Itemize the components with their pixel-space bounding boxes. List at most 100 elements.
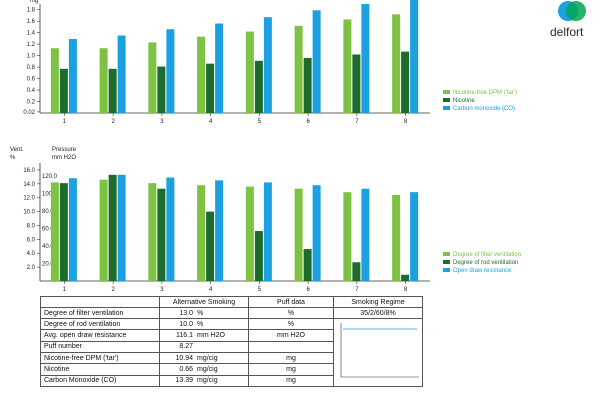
x-tick-label: 4	[209, 119, 213, 125]
y-tick-label: 1.8	[27, 8, 36, 14]
bar	[148, 183, 157, 281]
table-row: Carbon Monoxide (CO) 13.39 mg/cig mg	[40, 374, 423, 388]
alternative-smoking-cell: 10.0%	[159, 317, 249, 331]
legend-swatch	[443, 268, 450, 272]
bar	[352, 262, 361, 281]
right-axis-tick-label: 60.0	[42, 227, 54, 233]
bar	[157, 188, 166, 281]
bar	[215, 180, 224, 281]
bar	[410, 192, 419, 281]
bar	[68, 38, 77, 113]
row-label: Degree of rod ventilation	[40, 317, 160, 331]
table-row: Degree of filter ventilation 13.0%% 35/2/6…	[40, 307, 423, 319]
bar	[197, 36, 206, 114]
right-axis-tick-label: 100.0	[42, 192, 58, 198]
bar	[166, 177, 175, 281]
y-tick-label: 16.0	[23, 168, 35, 174]
bar	[157, 66, 166, 113]
x-tick-label: 5	[258, 119, 262, 125]
bar	[117, 35, 126, 114]
puff-data-cell: mg	[248, 374, 334, 388]
top-chart: mg 0.02 0.2 0.4 0.6 0.8 1.0 1.2 1.4 1.6 1.8 1 2 3 4 5 6 7…	[23, 0, 517, 125]
y-tick-label: 12.0	[23, 196, 35, 202]
bar	[245, 31, 254, 113]
puff-data-cell: mg	[248, 363, 334, 376]
row-value: 116.1	[176, 331, 193, 339]
row-value: 10.0	[179, 320, 193, 328]
legend-label: Degree of filter ventilation	[453, 252, 521, 258]
summary-table: Alternative Smoking Puff data Smoking Re…	[40, 296, 423, 388]
bottom-chart: Vent.% Pressure mm H2O 2.0 4.0 6.0 8.0 10.0 12.0…	[10, 147, 521, 293]
table-row: Puff number 8.27	[40, 340, 423, 353]
x-tick-label: 6	[306, 119, 310, 125]
row-value: 13.39	[175, 377, 193, 385]
left-axis-title: Vent.	[10, 147, 24, 153]
table-header-smoking-regime: Smoking Regime	[333, 296, 423, 308]
alternative-smoking-cell: 116.1 mm H2O	[159, 329, 249, 342]
charts-canvas: mg 0.02 0.2 0.4 0.6 0.8 1.0 1.2 1.4 1.6 1.8 1 2 3 4 5 6 7…	[10, 0, 521, 293]
row-unit: %	[197, 320, 204, 328]
y-tick-label: 10.0	[23, 210, 35, 216]
legend-swatch	[443, 252, 450, 256]
bar	[392, 194, 401, 281]
y-tick-label: 6.0	[27, 237, 36, 243]
y-tick-label: 1.4	[27, 31, 36, 37]
bar	[254, 231, 263, 281]
x-tick-label: 3	[160, 287, 164, 293]
puff-data-cell: %	[248, 317, 334, 331]
row-label: Carbon Monoxide (CO)	[40, 374, 160, 388]
legend-label: Nicotine	[453, 98, 475, 104]
bar	[352, 54, 361, 113]
bar	[166, 29, 175, 114]
alternative-smoking-cell: 0.66 mg/cig	[159, 363, 249, 376]
logo-mark-icon	[558, 1, 586, 21]
table-header-empty	[40, 296, 160, 308]
puff-data-cell: mm H2O	[248, 329, 334, 342]
right-axis-tick-label: 40.0	[42, 244, 54, 250]
y-tick-label: 14.0	[23, 182, 35, 188]
smoking-regime-value: 35/2/60/8%	[333, 307, 423, 319]
row-label: Nicotine	[40, 363, 160, 376]
table-body: Degree of filter ventilation 13.0%% 35/2/6…	[40, 307, 423, 388]
legend-label: Open draw resistance	[453, 268, 512, 274]
bar	[401, 274, 410, 281]
logo-circle-green	[566, 1, 586, 21]
x-tick-label: 1	[63, 119, 67, 125]
x-tick-label: 1	[63, 287, 67, 293]
y-tick-label: 4.0	[27, 251, 36, 257]
row-value: 13.0	[179, 309, 193, 317]
right-axis-tick-label: 120.0	[42, 174, 58, 180]
table-row: Nicotine 0.66 mg/cig mg	[40, 363, 423, 376]
row-value: 10.94	[175, 354, 193, 362]
y-tick-label: 1.2	[27, 42, 36, 48]
legend-label: Degree of rod ventilation	[453, 260, 518, 266]
row-unit: mg/cig	[197, 365, 218, 373]
x-tick-label: 2	[111, 119, 115, 125]
puff-profile-svg	[340, 323, 419, 378]
bar	[117, 174, 126, 281]
x-tick-label: 7	[355, 119, 359, 125]
puff-data-cell: %	[248, 307, 334, 319]
table-row: Degree of rod ventilation 10.0%%	[40, 317, 423, 387]
bar	[361, 4, 370, 113]
row-value: 0.66	[179, 365, 193, 373]
y-tick-label: 2.0	[27, 265, 36, 271]
x-tick-label: 6	[306, 287, 310, 293]
x-tick-label: 8	[404, 119, 408, 125]
x-tick-label: 7	[355, 287, 359, 293]
bar	[206, 63, 215, 113]
puff-data-cell: mg	[248, 351, 334, 365]
bar	[343, 192, 352, 281]
row-unit: %	[197, 309, 204, 317]
bar	[263, 17, 272, 114]
bar	[108, 68, 117, 113]
right-axis-tick-label: 20.0	[42, 262, 54, 268]
alternative-smoking-cell: 10.94 mg/cig	[159, 351, 249, 365]
row-label: Degree of filter ventilation	[40, 307, 160, 319]
legend-label: Carbon monoxide (CO)	[453, 106, 515, 112]
bar	[206, 211, 215, 281]
bar	[68, 178, 77, 281]
bar	[312, 10, 321, 114]
delfort-logo: delfort	[548, 0, 600, 40]
bar	[294, 188, 303, 281]
